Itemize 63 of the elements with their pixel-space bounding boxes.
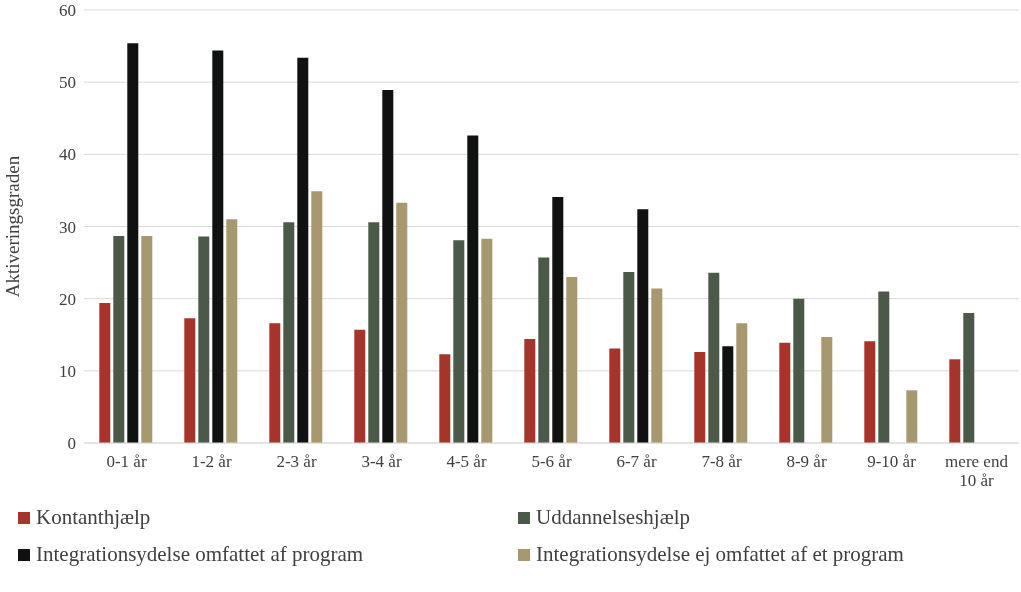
bar (283, 222, 295, 443)
bar (99, 303, 111, 443)
bar (566, 277, 578, 443)
x-tick-label: 0-1 år (106, 452, 147, 471)
bar (396, 202, 408, 443)
bar (623, 271, 635, 443)
bar (141, 235, 153, 443)
y-tick-label: 20 (59, 289, 76, 309)
bar (708, 272, 720, 443)
bar (694, 352, 706, 443)
bar (297, 57, 309, 443)
bar (212, 50, 224, 443)
y-axis-title: Aktiveringsgraden (1, 155, 23, 298)
bar (368, 222, 380, 443)
y-tick-label: 50 (59, 73, 76, 93)
bar (184, 318, 196, 443)
y-tick-label: 40 (59, 145, 76, 165)
legend-label: Uddannelseshjælp (536, 505, 690, 530)
bar (198, 236, 210, 443)
bar (821, 336, 833, 443)
bar (382, 90, 394, 443)
bar (354, 329, 366, 443)
bar (453, 240, 465, 443)
legend-label: Kontanthjælp (36, 505, 151, 530)
x-tick-label: 9-10 år (867, 452, 917, 471)
x-tick-label: 8-9 år (786, 452, 827, 471)
x-tick-label: 1-2 år (191, 452, 232, 471)
bar (538, 257, 550, 443)
bar (722, 346, 734, 443)
legend-label: Integrationsydelse omfattet af program (36, 542, 364, 567)
bar (651, 288, 663, 443)
x-tick-label: mere end 10 år (945, 452, 1009, 490)
bar (481, 238, 493, 443)
bar (113, 235, 125, 443)
bar (439, 354, 451, 443)
bar (736, 323, 748, 443)
x-tick-label: 2-3 år (276, 452, 317, 471)
bar (524, 339, 536, 443)
bar (906, 390, 918, 443)
x-tick-label: 7-8 år (701, 452, 742, 471)
bar (878, 291, 890, 443)
y-tick-label: 60 (59, 1, 76, 21)
bar (963, 313, 975, 443)
bar (609, 348, 621, 443)
bar (269, 323, 281, 443)
x-tick-label: 5-6 år (531, 452, 572, 471)
y-tick-label: 30 (59, 217, 76, 237)
bar (637, 209, 649, 443)
bar (864, 341, 876, 443)
bar (793, 298, 805, 443)
x-tick-label: 4-5 år (446, 452, 487, 471)
bar (779, 342, 791, 443)
bar (127, 43, 139, 443)
bar (311, 191, 323, 443)
bar (949, 359, 961, 443)
y-tick-label: 10 (59, 361, 76, 381)
bar (552, 196, 564, 443)
x-tick-label: 3-4 år (361, 452, 402, 471)
bar (226, 219, 238, 443)
legend-label: Integrationsydelse ej omfattet af et program (536, 542, 904, 567)
y-tick-label: 0 (67, 434, 76, 454)
x-tick-label: 6-7 år (616, 452, 657, 471)
bar (467, 135, 479, 443)
